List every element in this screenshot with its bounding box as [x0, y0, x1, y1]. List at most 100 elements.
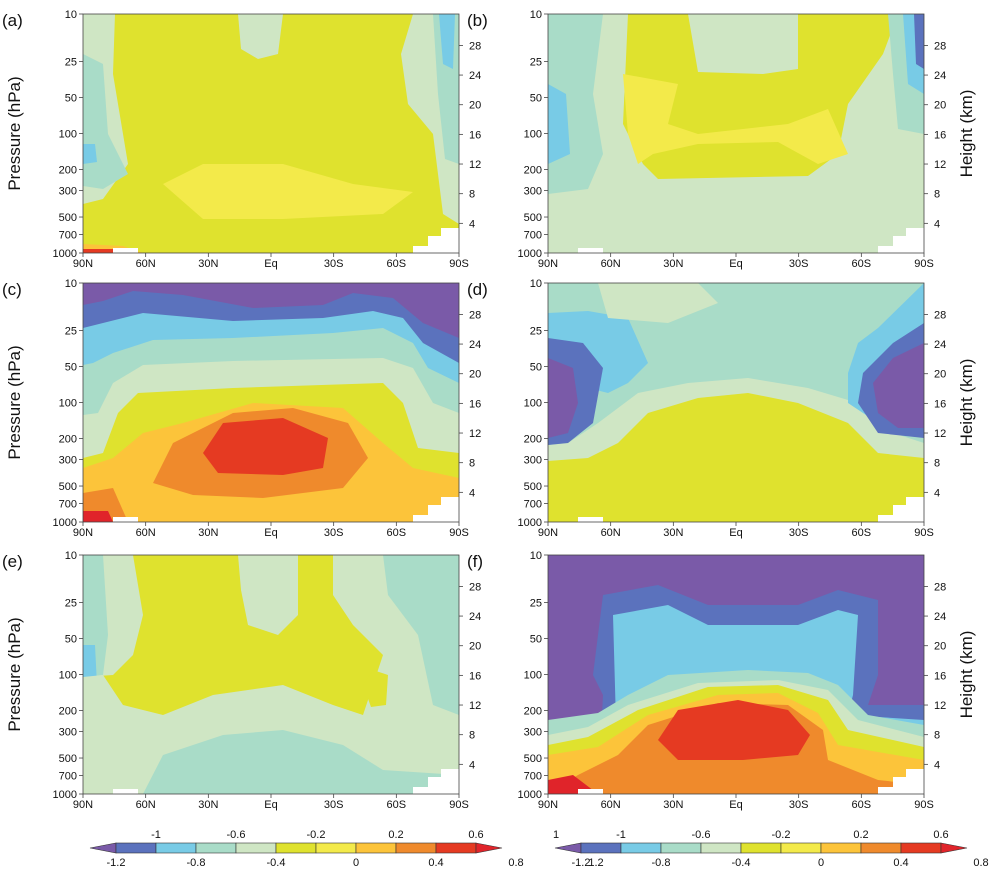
height-tick-label: 12	[934, 700, 946, 712]
missing-data-mask	[878, 787, 900, 794]
colorbar-upper-label: -1	[616, 829, 626, 841]
colorbar-upper-label: 0.2	[388, 829, 403, 841]
y-tick-label: 300	[59, 727, 77, 739]
missing-data-mask	[578, 789, 603, 794]
x-tick-label: 60N	[136, 527, 156, 539]
contour-field	[83, 283, 459, 522]
height-tick-label: 24	[469, 339, 481, 351]
y-tick-label: 300	[524, 186, 542, 198]
y-tick-label: 700	[59, 498, 77, 510]
colorbar-swatch	[620, 842, 662, 854]
colorbar-upper-label: 1	[553, 829, 559, 841]
contour-region	[873, 343, 924, 428]
panel-label: (f)	[467, 552, 483, 571]
x-tick-label: Eq	[729, 799, 742, 811]
colorbar-lower-label: -0.8	[187, 857, 206, 869]
height-tick-label: 12	[934, 428, 946, 440]
colorbar-lower-label: 0	[818, 857, 824, 869]
colorbar-swatch	[700, 842, 742, 854]
missing-data-mask	[441, 769, 459, 794]
y-tick-label: 500	[524, 481, 542, 493]
contour-region	[623, 74, 848, 164]
x-tick-label: 90N	[73, 527, 93, 539]
colorbar-max-arrow	[475, 842, 503, 854]
colorbar-upper-label: 0.6	[468, 829, 483, 841]
y-tick-label: 25	[65, 57, 77, 69]
y-tick-label: 50	[530, 634, 542, 646]
x-tick-label: 90S	[449, 527, 469, 539]
x-tick-label: 60N	[136, 799, 156, 811]
colorbar: -1 -0.6 -0.2 0.2 0.6 1 -1.2 -0.8 -0.4 0 0.4 0.8 1.2	[89, 829, 604, 869]
height-tick-label: 20	[934, 641, 946, 653]
y-tick-label: 25	[65, 326, 77, 338]
contour-region	[83, 555, 459, 794]
missing-data-mask	[113, 248, 138, 253]
height-tick-label: 28	[469, 309, 481, 321]
contour-region	[83, 283, 459, 338]
panel-label: (b)	[467, 11, 488, 30]
x-tick-label: Eq	[729, 258, 742, 270]
y-tick-label: 300	[59, 455, 77, 467]
colorbar-swatch	[900, 842, 942, 854]
y-tick-label: 10	[530, 550, 542, 562]
colorbar-swatch	[355, 842, 397, 854]
x-tick-label: Eq	[264, 527, 277, 539]
y-axis-label: Pressure (hPa)	[5, 617, 24, 731]
x-tick-label: 90N	[73, 258, 93, 270]
x-tick-label: 90S	[449, 258, 469, 270]
y-tick-label: 200	[59, 164, 77, 176]
height-tick-label: 4	[469, 487, 475, 499]
height-tick-label: 28	[469, 40, 481, 52]
x-tick-label: Eq	[264, 799, 277, 811]
height-axis-label: Height (km)	[957, 359, 976, 447]
y-tick-label: 700	[59, 229, 77, 241]
contour-region	[363, 670, 388, 707]
x-tick-label: 90S	[914, 258, 934, 270]
height-tick-label: 20	[469, 369, 481, 381]
y-tick-label: 100	[524, 398, 542, 410]
y-tick-label: 25	[530, 326, 542, 338]
y-tick-label: 10	[530, 9, 542, 21]
height-tick-label: 24	[934, 70, 946, 82]
height-tick-label: 8	[469, 458, 475, 470]
y-tick-label: 700	[524, 498, 542, 510]
y-tick-label: 200	[59, 433, 77, 445]
panel-a: 10 25 50 100 200 300 500 700 1000 4 8 12 16 20 24 28 90N…	[2, 9, 481, 270]
colorbar-min-arrow	[89, 842, 117, 854]
colorbar-swatch	[315, 842, 357, 854]
height-tick-label: 24	[934, 339, 946, 351]
x-tick-label: 60S	[852, 799, 872, 811]
missing-data-mask	[413, 787, 435, 794]
colorbar-swatch	[115, 842, 157, 854]
x-tick-label: 30S	[789, 258, 809, 270]
x-tick-label: Eq	[264, 258, 277, 270]
contour-region	[83, 249, 118, 253]
y-tick-label: 10	[65, 278, 77, 290]
y-tick-label: 300	[524, 455, 542, 467]
x-tick-label: 60S	[387, 527, 407, 539]
y-tick-label: 500	[59, 212, 77, 224]
panel-c: 10 25 50 100 200 300 500 700 1000 4 8 12 16 20 24 28 90N…	[2, 278, 481, 539]
contour-region	[203, 418, 328, 475]
colorbar-swatch	[740, 842, 782, 854]
x-tick-label: 90S	[914, 527, 934, 539]
height-tick-label: 28	[469, 581, 481, 593]
height-tick-label: 16	[934, 670, 946, 682]
y-tick-label: 1000	[53, 789, 77, 801]
x-tick-label: 30S	[789, 799, 809, 811]
y-tick-label: 10	[530, 278, 542, 290]
y-tick-label: 100	[59, 398, 77, 410]
missing-data-mask	[578, 517, 603, 522]
colorbar-swatch	[660, 842, 702, 854]
panel-f: 10 25 50 100 200 300 500 700 1000 4 8 12 16 20 24 28 90N…	[467, 550, 976, 811]
y-tick-label: 25	[65, 598, 77, 610]
x-tick-label: 60N	[136, 258, 156, 270]
y-tick-label: 500	[524, 212, 542, 224]
height-tick-label: 8	[469, 730, 475, 742]
height-tick-label: 4	[934, 218, 940, 230]
missing-data-mask	[878, 515, 900, 522]
colorbar-lower-label: 0.4	[428, 857, 443, 869]
missing-data-mask	[113, 789, 138, 794]
contour-region	[439, 14, 455, 69]
